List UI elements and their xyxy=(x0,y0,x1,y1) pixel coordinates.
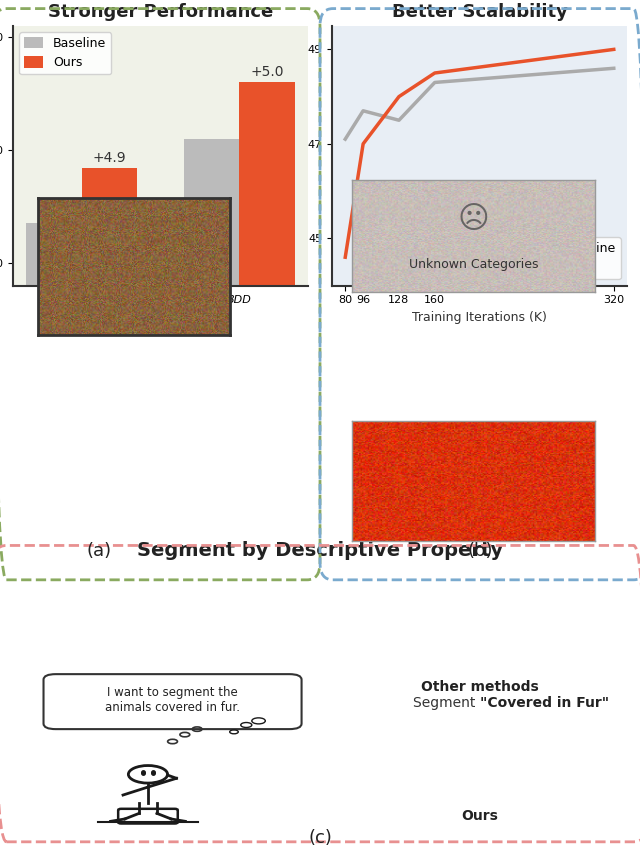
Ours xyxy=(395,91,403,101)
Title: Stronger Performance: Stronger Performance xyxy=(48,3,273,21)
Text: "Covered in Fur": "Covered in Fur" xyxy=(480,696,609,710)
Text: Other methods: Other methods xyxy=(421,679,539,693)
FancyBboxPatch shape xyxy=(44,674,301,729)
Text: I want to segment the
animals covered in fur.: I want to segment the animals covered in… xyxy=(105,686,240,714)
Bar xyxy=(26,223,81,828)
Text: Unknown Categories: Unknown Categories xyxy=(409,258,538,271)
Line: Ours: Ours xyxy=(345,49,614,257)
X-axis label: Training Iterations (K): Training Iterations (K) xyxy=(412,311,547,324)
Baseline xyxy=(359,106,367,116)
Text: +4.9: +4.9 xyxy=(92,150,126,165)
Bar xyxy=(239,82,295,828)
Text: ☹: ☹ xyxy=(458,205,490,234)
Baseline xyxy=(610,63,618,73)
Baseline xyxy=(395,115,403,125)
Text: Segment: Segment xyxy=(413,696,480,710)
Ours xyxy=(359,138,367,149)
Line: Baseline: Baseline xyxy=(345,68,614,139)
FancyBboxPatch shape xyxy=(118,809,178,824)
Bar xyxy=(81,168,137,828)
Text: Ours: Ours xyxy=(461,808,498,823)
Baseline xyxy=(431,77,438,88)
Ours xyxy=(610,44,618,54)
Title: Segment by Descriptive Property: Segment by Descriptive Property xyxy=(137,541,503,560)
Baseline xyxy=(341,134,349,144)
Ours xyxy=(341,252,349,262)
Title: Better Scalability: Better Scalability xyxy=(392,3,568,21)
Ours xyxy=(431,68,438,78)
Text: (c): (c) xyxy=(308,829,332,846)
Legend: Baseline, Ours: Baseline, Ours xyxy=(529,237,621,279)
Text: (b): (b) xyxy=(467,543,493,560)
Legend: Baseline, Ours: Baseline, Ours xyxy=(19,32,111,74)
Text: +5.0: +5.0 xyxy=(250,65,284,79)
Bar xyxy=(184,138,239,828)
Text: (a): (a) xyxy=(86,543,112,560)
